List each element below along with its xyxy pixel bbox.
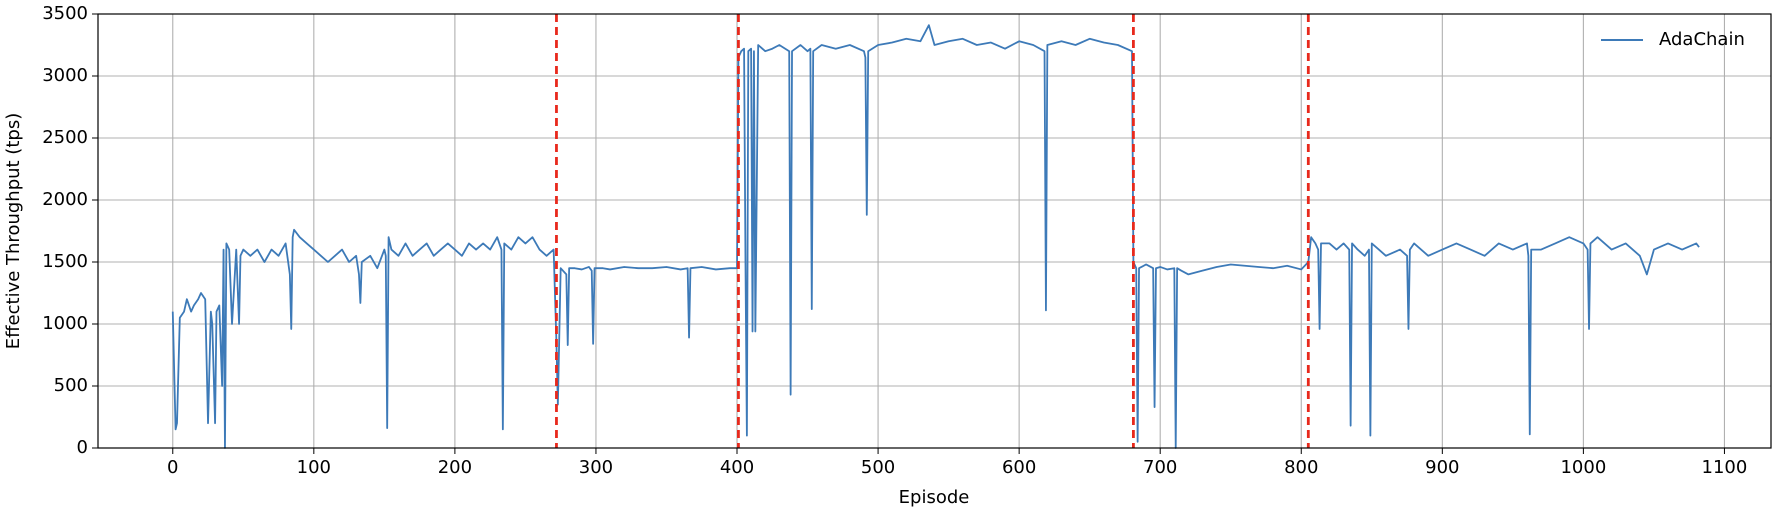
x-tick-label: 400 — [720, 457, 754, 478]
x-tick-label: 700 — [1143, 457, 1177, 478]
legend-label: AdaChain — [1659, 29, 1745, 50]
series-line — [171, 24, 1700, 449]
y-tick-label: 1500 — [42, 251, 88, 272]
y-tick-label: 3500 — [42, 3, 88, 24]
x-tick-label: 600 — [1002, 457, 1036, 478]
x-tick-label: 300 — [579, 457, 613, 478]
y-tick-label: 2500 — [42, 127, 88, 148]
y-tick-label: 2000 — [42, 189, 88, 210]
x-tick-label: 900 — [1425, 457, 1459, 478]
x-axis-label: Episode — [899, 487, 970, 508]
x-tick-label: 800 — [1284, 457, 1318, 478]
x-tick-label: 500 — [861, 457, 895, 478]
x-tick-label: 200 — [438, 457, 472, 478]
x-tick-label: 100 — [297, 457, 331, 478]
y-tick-label: 0 — [77, 437, 88, 458]
y-axis-label: Effective Throughput (tps) — [3, 113, 24, 349]
y-tick-label: 1000 — [42, 313, 88, 334]
plot-frame — [97, 13, 1772, 449]
x-tick-label: 1000 — [1560, 457, 1606, 478]
y-tick-label: 3000 — [42, 65, 88, 86]
y-tick-label: 500 — [54, 375, 88, 396]
x-tick-label: 1100 — [1702, 457, 1748, 478]
x-tick-label: 0 — [167, 457, 178, 478]
